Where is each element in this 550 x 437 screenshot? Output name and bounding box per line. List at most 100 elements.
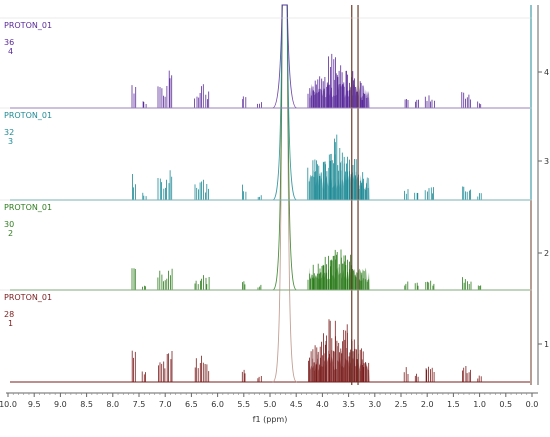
y-tick-label-0: 1 bbox=[544, 340, 549, 349]
peak-s4-0 bbox=[131, 85, 137, 108]
peak-s3-26 bbox=[462, 186, 466, 200]
x-tick-label-2: 9.0 bbox=[54, 400, 67, 409]
peak-s4-6 bbox=[199, 84, 204, 108]
peak-s2-23 bbox=[414, 282, 419, 290]
peak-s2-22 bbox=[404, 281, 409, 290]
dense-region-s4 bbox=[309, 83, 370, 108]
peak-s3-0 bbox=[132, 174, 137, 200]
series-label-1: PROTON_01 281 bbox=[0, 289, 532, 328]
x-tick-label-20: 0.0 bbox=[526, 400, 539, 409]
series-label-4: PROTON_01 364 bbox=[0, 17, 532, 56]
spectrum-4 bbox=[10, 4, 530, 109]
peak-s2-0 bbox=[131, 268, 136, 290]
peak-s1-26 bbox=[462, 366, 467, 382]
y-axis: 1 2 3 4 bbox=[537, 5, 549, 385]
peak-s2-25 bbox=[430, 280, 435, 290]
peak-s1-5 bbox=[194, 358, 199, 382]
peak-s3-9 bbox=[257, 195, 262, 200]
x-tick-label-14: 3.0 bbox=[368, 400, 381, 409]
x-tick-label-17: 1.5 bbox=[447, 400, 460, 409]
series-2-label-line-0: PROTON_01 bbox=[4, 203, 52, 212]
series-3-label-line-1: 32 bbox=[4, 128, 14, 137]
peak-s2-2 bbox=[157, 270, 163, 290]
series-1-label-line-2: 1 bbox=[8, 319, 13, 328]
peak-s4-3 bbox=[163, 86, 168, 108]
peak-s1-4 bbox=[168, 351, 173, 382]
x-tick-label-8: 6.0 bbox=[211, 400, 224, 409]
y-tick-label-2: 3 bbox=[544, 157, 549, 166]
peak-s1-24 bbox=[425, 366, 429, 382]
peak-s1-0 bbox=[131, 350, 136, 382]
x-tick-label-19: 0.5 bbox=[499, 400, 512, 409]
peak-s3-8 bbox=[241, 184, 247, 200]
peak-s2-3 bbox=[163, 278, 168, 290]
peak-s3-1 bbox=[142, 192, 147, 200]
peak-s1-25 bbox=[430, 367, 435, 382]
peak-s2-5 bbox=[194, 280, 199, 290]
peak-s4-23 bbox=[415, 99, 420, 108]
peak-s2-4 bbox=[168, 268, 173, 290]
peak-s4-7 bbox=[205, 91, 210, 108]
peak-s2-24 bbox=[425, 281, 430, 290]
peak-s4-22 bbox=[404, 99, 409, 108]
x-tick-label-6: 7.0 bbox=[159, 400, 172, 409]
x-tick-label-11: 4.5 bbox=[290, 400, 303, 409]
peak-s3-3 bbox=[163, 179, 167, 200]
series-4-label-line-0: PROTON_01 bbox=[4, 21, 52, 30]
x-tick-label-7: 6.5 bbox=[185, 400, 198, 409]
x-tick-label-12: 4.0 bbox=[316, 400, 329, 409]
dense-region-s3 bbox=[309, 173, 370, 200]
series-4-label-line-1: 36 bbox=[4, 38, 14, 47]
peak-s4-24 bbox=[424, 95, 430, 108]
x-tick-label-5: 7.5 bbox=[133, 400, 146, 409]
series-3-label-line-2: 3 bbox=[8, 137, 13, 146]
peak-s1-3 bbox=[163, 354, 168, 382]
peak-s2-8 bbox=[242, 281, 246, 290]
peak-s4-8 bbox=[242, 96, 247, 108]
spectra-layer bbox=[10, 4, 532, 385]
peak-s3-22 bbox=[404, 189, 409, 200]
peak-s4-28 bbox=[477, 101, 482, 108]
peak-s3-25 bbox=[430, 187, 435, 200]
series-label-3: PROTON_01 323 bbox=[0, 107, 532, 146]
peak-s4-27 bbox=[466, 94, 471, 108]
peak-s4-5 bbox=[194, 96, 200, 108]
x-tick-label-18: 1.0 bbox=[473, 400, 486, 409]
peak-s3-5 bbox=[194, 184, 199, 200]
peak-s3-28 bbox=[477, 193, 482, 200]
peak-s2-7 bbox=[205, 277, 210, 290]
peak-s1-7 bbox=[204, 364, 210, 382]
peak-s2-6 bbox=[199, 275, 204, 290]
series-4-label-line-2: 4 bbox=[8, 47, 13, 56]
peak-s1-6 bbox=[199, 355, 204, 382]
x-axis-title: f1 (ppm) bbox=[253, 415, 288, 424]
x-tick-label-16: 2.0 bbox=[421, 400, 434, 409]
peak-s1-1 bbox=[141, 371, 147, 382]
water-peak-s2 bbox=[272, 4, 297, 291]
peak-s4-9 bbox=[257, 102, 262, 108]
peak-s3-24 bbox=[424, 188, 430, 200]
peak-s2-28 bbox=[477, 285, 482, 290]
x-tick-label-1: 9.5 bbox=[28, 400, 41, 409]
peak-s4-4 bbox=[168, 70, 173, 108]
x-tick-label-0: 10.0 bbox=[0, 400, 17, 409]
spectrum-3 bbox=[10, 4, 530, 201]
spectrum-2 bbox=[10, 4, 530, 291]
peak-s2-27 bbox=[467, 281, 472, 290]
peak-s2-26 bbox=[462, 277, 466, 290]
y-tick-label-3: 4 bbox=[544, 68, 549, 77]
peak-s1-2 bbox=[158, 362, 163, 382]
x-tick-label-13: 3.5 bbox=[342, 400, 355, 409]
peak-s3-23 bbox=[414, 192, 419, 200]
y-tick-label-1: 2 bbox=[544, 249, 549, 258]
peak-s2-1 bbox=[142, 285, 147, 290]
peak-s1-22 bbox=[403, 367, 409, 382]
x-tick-label-10: 5.0 bbox=[264, 400, 277, 409]
peak-s4-2 bbox=[157, 86, 163, 108]
series-labels-layer: PROTON_01281PROTON_01302PROTON_01323PROT… bbox=[0, 17, 532, 328]
peak-s2-9 bbox=[257, 284, 262, 290]
peak-s1-27 bbox=[466, 369, 472, 382]
peak-s3-27 bbox=[466, 189, 471, 200]
peak-s3-6 bbox=[199, 179, 204, 200]
